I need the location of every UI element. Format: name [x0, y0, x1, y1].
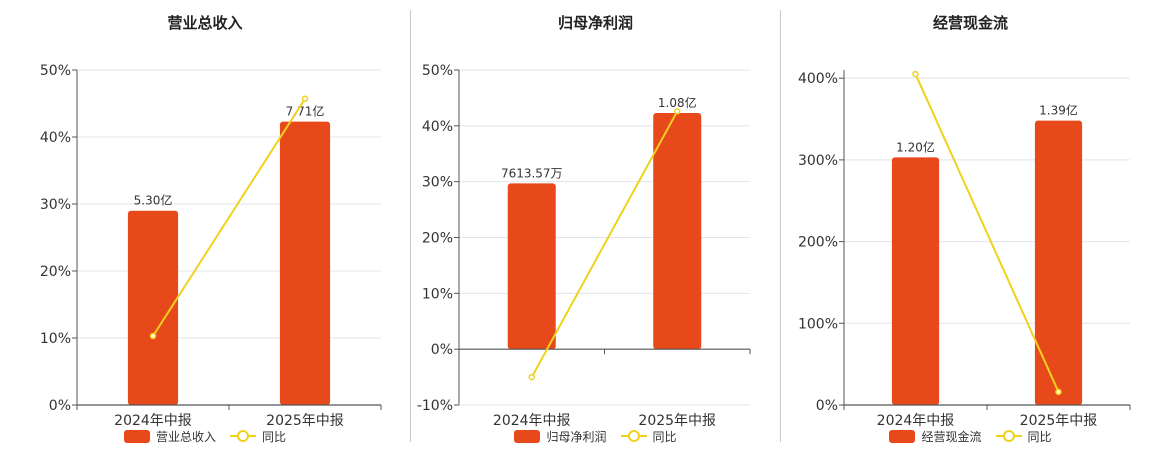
legend-bar-swatch — [514, 429, 541, 443]
bar — [653, 112, 702, 350]
y-tick-label: 20% — [40, 264, 71, 280]
y-tick-label: 200% — [798, 235, 838, 251]
legend-item-bar[interactable]: 营业总收入 — [123, 428, 216, 445]
x-tick-label: 2025年中报 — [638, 413, 716, 429]
yoy-point — [912, 70, 919, 78]
legend-label-line: 同比 — [652, 429, 677, 444]
chart-legend: 归母净利润 同比 — [411, 427, 780, 445]
chart-panel-net-profit: 归母净利润 -10% 0% 10% 20% 30% 40% 50% 7613.57万 1.08亿… — [411, 0, 780, 450]
bar-value-label: 1.08亿 — [658, 95, 697, 110]
legend-item-bar[interactable]: 归母净利润 — [514, 428, 607, 445]
y-tick-label: 0% — [431, 342, 453, 358]
y-tick-label: 50% — [40, 63, 71, 79]
bar — [1034, 120, 1083, 405]
legend-line-swatch — [995, 430, 1022, 442]
legend-label-bar: 营业总收入 — [155, 429, 216, 444]
bar — [891, 157, 940, 405]
bar-value-label: 1.20亿 — [896, 139, 935, 154]
y-tick-label: 40% — [40, 130, 71, 146]
x-tick-label: 2024年中报 — [493, 413, 571, 429]
y-tick-label: 0% — [49, 398, 71, 414]
yoy-point — [301, 95, 309, 103]
x-tick-label: 2024年中报 — [114, 413, 192, 429]
legend-bar-swatch — [889, 429, 916, 443]
x-tick-label: 2024年中报 — [877, 413, 955, 429]
panel-divider — [780, 10, 781, 442]
x-tick-label: 2025年中报 — [266, 413, 344, 429]
bar — [507, 183, 556, 350]
chart-title: 归母净利润 — [557, 14, 633, 32]
y-tick-label: 20% — [422, 231, 453, 247]
legend-item-bar[interactable]: 经营现金流 — [889, 428, 982, 445]
y-tick-label: 400% — [798, 71, 838, 87]
legend-item-line[interactable]: 同比 — [230, 428, 286, 445]
y-tick-label: 40% — [422, 119, 453, 135]
yoy-line — [152, 98, 306, 337]
chart-legend: 营业总收入 同比 — [0, 427, 410, 445]
chart-revenue: 0% 10% 20% 30% 40% 50% 5.30亿 7.71亿 2024年中报 2025年中… — [40, 63, 382, 429]
bar-value-label: 7613.57万 — [501, 166, 563, 180]
bar — [127, 210, 179, 405]
legend-line-swatch — [620, 430, 647, 442]
y-tick-label: 10% — [40, 331, 71, 347]
y-tick-label: 30% — [40, 197, 71, 213]
bar — [279, 121, 331, 405]
y-tick-label: -10% — [417, 398, 453, 414]
y-tick-label: 50% — [422, 63, 453, 79]
y-tick-label: 30% — [422, 175, 453, 191]
y-tick-label: 0% — [816, 398, 838, 414]
bar-value-label: 5.30亿 — [134, 193, 173, 208]
yoy-line — [914, 73, 1060, 393]
panel-divider — [410, 10, 411, 442]
chart-net-profit: -10% 0% 10% 20% 30% 40% 50% 7613.57万 1.08亿 2024年中… — [417, 63, 751, 429]
y-tick-label: 300% — [798, 153, 838, 169]
legend-item-line[interactable]: 同比 — [620, 428, 677, 445]
bar-value-label: 7.71亿 — [286, 104, 325, 119]
legend-label-line: 同比 — [262, 429, 287, 444]
chart-panel-cash-flow: 经营现金流 0% 100% 200% 300% 400% 1.20亿 1.39亿 2024年中… — [781, 0, 1160, 450]
y-tick-label: 100% — [798, 316, 838, 332]
legend-label-line: 同比 — [1027, 429, 1052, 444]
chart-title: 经营现金流 — [932, 14, 1008, 32]
x-tick-label: 2025年中报 — [1020, 413, 1098, 429]
y-tick-label: 10% — [422, 286, 453, 302]
legend-bar-swatch — [123, 429, 150, 443]
bar-value-label: 1.39亿 — [1039, 103, 1078, 118]
yoy-point — [528, 373, 535, 381]
yoy-point — [1055, 388, 1062, 396]
yoy-point — [149, 332, 157, 340]
chart-panel-revenue: 营业总收入 0% 10% 20% 30% 40% 50% 5.30亿 7.71亿 2024年中报… — [0, 0, 410, 450]
yoy-line — [530, 110, 679, 378]
yoy-point — [674, 108, 681, 115]
legend-item-line[interactable]: 同比 — [995, 428, 1052, 445]
legend-label-bar: 经营现金流 — [921, 429, 982, 444]
chart-legend: 经营现金流 同比 — [781, 427, 1160, 445]
chart-cash-flow: 0% 100% 200% 300% 400% 1.20亿 1.39亿 2024年中报 2025年… — [798, 70, 1131, 429]
chart-title: 营业总收入 — [167, 14, 243, 32]
legend-label-bar: 归母净利润 — [546, 429, 607, 444]
legend-line-swatch — [230, 430, 256, 442]
